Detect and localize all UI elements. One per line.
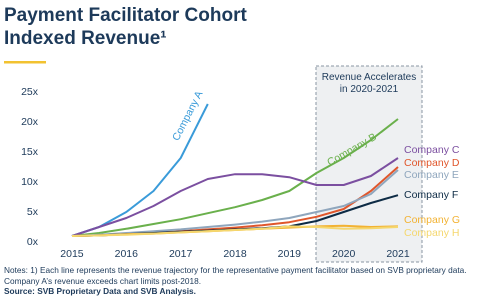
y-tick-label: 20x xyxy=(21,116,39,128)
series-label: Company G xyxy=(404,214,460,226)
y-tick-label: 25x xyxy=(21,86,39,98)
annotation: Revenue Accelerates in 2020-2021 xyxy=(321,72,417,95)
series-line xyxy=(71,157,399,237)
y-tick-label: 10x xyxy=(21,176,39,188)
series-label: Company H xyxy=(404,227,459,239)
notes: Notes: 1) Each line represents the reven… xyxy=(4,265,467,286)
x-tick-label: 2018 xyxy=(223,248,247,260)
series-label: Company C xyxy=(404,144,460,156)
x-tick-label: 2017 xyxy=(169,248,193,260)
x-tick-label: 2019 xyxy=(278,248,302,260)
chart-title: Payment Facilitator Cohort Indexed Reven… xyxy=(4,5,247,49)
y-tick-label: 0x xyxy=(27,236,39,248)
series-line xyxy=(71,118,399,237)
y-tick-label: 5x xyxy=(27,206,39,218)
notes-block: Notes: 1) Each line represents the reven… xyxy=(4,265,482,297)
series-label: Company E xyxy=(404,169,459,181)
x-tick-label: 2020 xyxy=(332,248,356,260)
y-tick-label: 15x xyxy=(21,146,39,158)
source: Source: SVB Proprietary Data and SVB Ana… xyxy=(4,286,196,296)
x-tick-label: 2016 xyxy=(115,248,139,260)
series-line xyxy=(71,225,399,237)
title-underline xyxy=(4,61,46,64)
series-line xyxy=(71,169,399,237)
x-tick-label: 2021 xyxy=(386,248,410,260)
series-label: Company F xyxy=(404,189,458,201)
x-tick-label: 2015 xyxy=(60,248,84,260)
series-label: Company D xyxy=(404,157,460,169)
series-label: Company A xyxy=(170,89,205,143)
